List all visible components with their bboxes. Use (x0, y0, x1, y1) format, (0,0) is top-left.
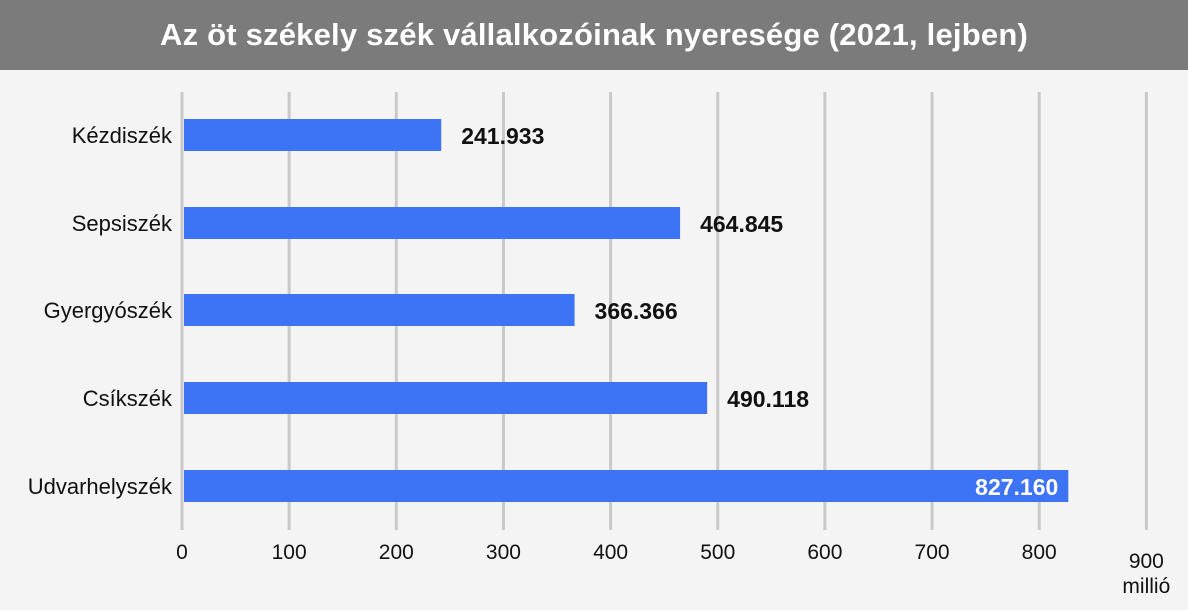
data-label: 366.366 (595, 298, 678, 324)
category-label: Csíkszék (83, 386, 173, 411)
bar (184, 382, 708, 414)
x-tick-label: 500 (700, 541, 735, 564)
x-tick-label: 900 (1129, 550, 1164, 573)
data-label: 241.933 (461, 123, 544, 149)
x-unit-label: millió (1122, 575, 1170, 598)
chart-title: Az öt székely szék vállalkozóinak nyeres… (160, 17, 1028, 52)
bar (184, 207, 681, 239)
data-label: 464.845 (700, 211, 783, 237)
x-tick-label: 200 (379, 541, 414, 564)
x-tick-label: 800 (1022, 541, 1057, 564)
bar (184, 119, 442, 151)
bar (184, 294, 575, 326)
x-tick-label: 700 (915, 541, 950, 564)
bars (184, 119, 1069, 502)
x-tick-label: 600 (807, 541, 842, 564)
x-tick-label: 0 (176, 541, 188, 564)
category-label: Sepsiszék (72, 211, 173, 236)
category-label: Udvarhelyszék (28, 474, 173, 499)
bar (184, 470, 1069, 502)
x-tick-label: 100 (272, 541, 307, 564)
category-label: Kézdiszék (72, 123, 173, 148)
x-tick-label: 300 (486, 541, 521, 564)
data-label: 490.118 (727, 386, 809, 412)
x-tick-label: 400 (593, 541, 628, 564)
chart-header: Az öt székely szék vállalkozóinak nyeres… (0, 0, 1188, 70)
category-label: Gyergyószék (44, 298, 173, 323)
data-label: 827.160 (975, 474, 1058, 500)
